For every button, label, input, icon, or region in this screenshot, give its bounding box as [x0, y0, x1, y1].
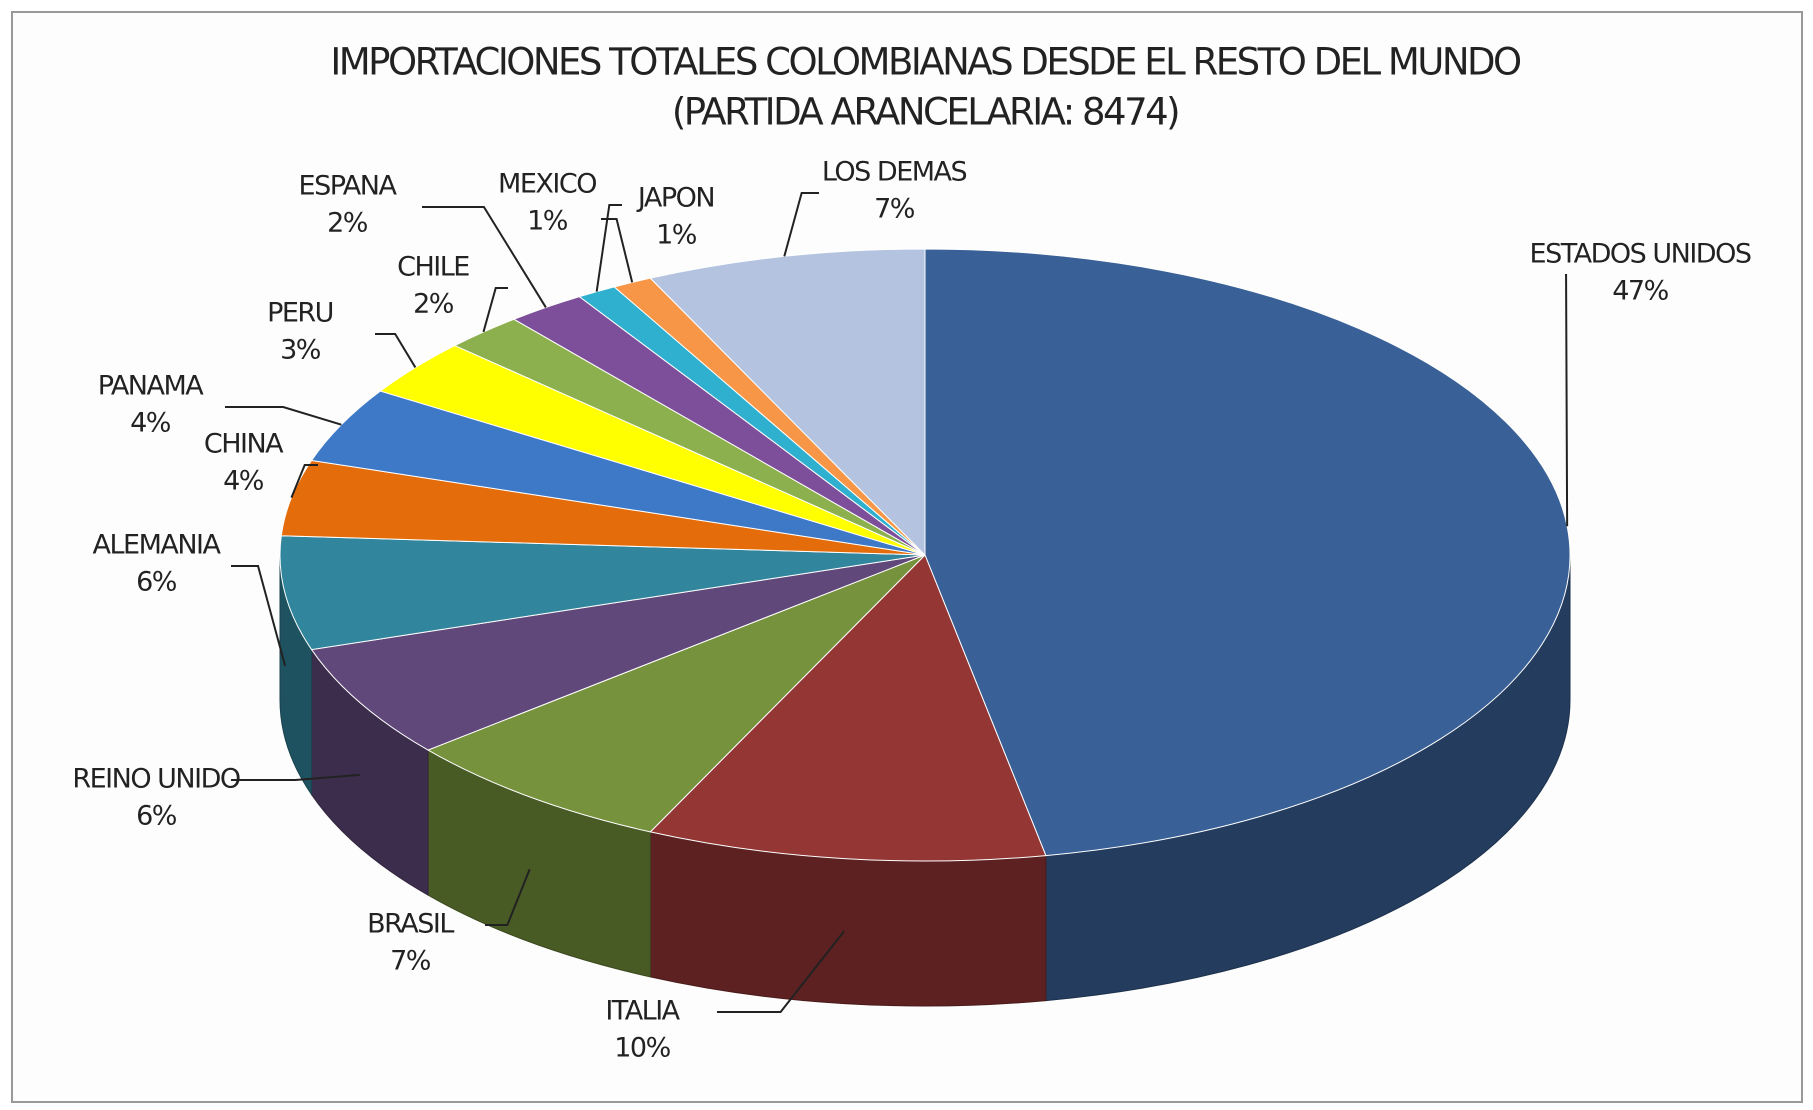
category-label: PANAMA [98, 371, 204, 402]
category-label: PERU [267, 298, 333, 329]
category-label: ESTADOS UNIDOS [1530, 239, 1751, 270]
leader-line [1565, 274, 1569, 527]
slice [649, 554, 1047, 862]
chart-subtitle: (PARTIDA ARANCELARIA: 8474) [672, 91, 1178, 134]
category-label: ESPANA [299, 171, 398, 202]
slice [279, 535, 926, 651]
leader-line [601, 218, 634, 283]
leader-line [225, 406, 342, 426]
leader-line [375, 333, 417, 368]
leader-line [485, 868, 531, 926]
category-label: ALEMANIA [93, 530, 222, 561]
value-label: 1% [656, 220, 697, 251]
category-label: CHILE [397, 252, 469, 283]
category-label: MEXICO [498, 169, 596, 200]
leader-line [290, 464, 318, 499]
leader-line [422, 206, 547, 308]
leader-line [783, 192, 819, 257]
leader-line [482, 287, 508, 333]
slice [924, 248, 1571, 857]
value-label: 2% [413, 289, 454, 320]
slice [310, 554, 926, 751]
leader-line [231, 773, 360, 781]
value-label: 2% [327, 208, 368, 239]
category-label: LOS DEMAS [822, 157, 967, 188]
value-label: 3% [280, 335, 321, 366]
category-label: JAPON [636, 183, 714, 214]
value-label: 6% [136, 567, 177, 598]
leader-line [717, 930, 845, 1013]
value-label: 10% [614, 1033, 670, 1064]
value-label: 4% [223, 466, 264, 497]
value-label: 4% [130, 408, 171, 439]
category-label: REINO UNIDO [72, 764, 240, 795]
leader-line [595, 204, 622, 292]
value-label: 7% [874, 194, 915, 225]
value-label: 1% [527, 206, 568, 237]
value-label: 47% [1612, 276, 1668, 307]
category-label: CHINA [204, 429, 284, 460]
chart-title: IMPORTACIONES TOTALES COLOMBIANAS DESDE … [330, 41, 1521, 84]
leader-line [231, 565, 287, 667]
value-label: 7% [390, 946, 431, 977]
value-label: 6% [136, 801, 177, 832]
slice [426, 554, 926, 833]
category-label: ITALIA [605, 996, 680, 1027]
slice [649, 248, 926, 557]
category-label: BRASIL [367, 909, 454, 940]
